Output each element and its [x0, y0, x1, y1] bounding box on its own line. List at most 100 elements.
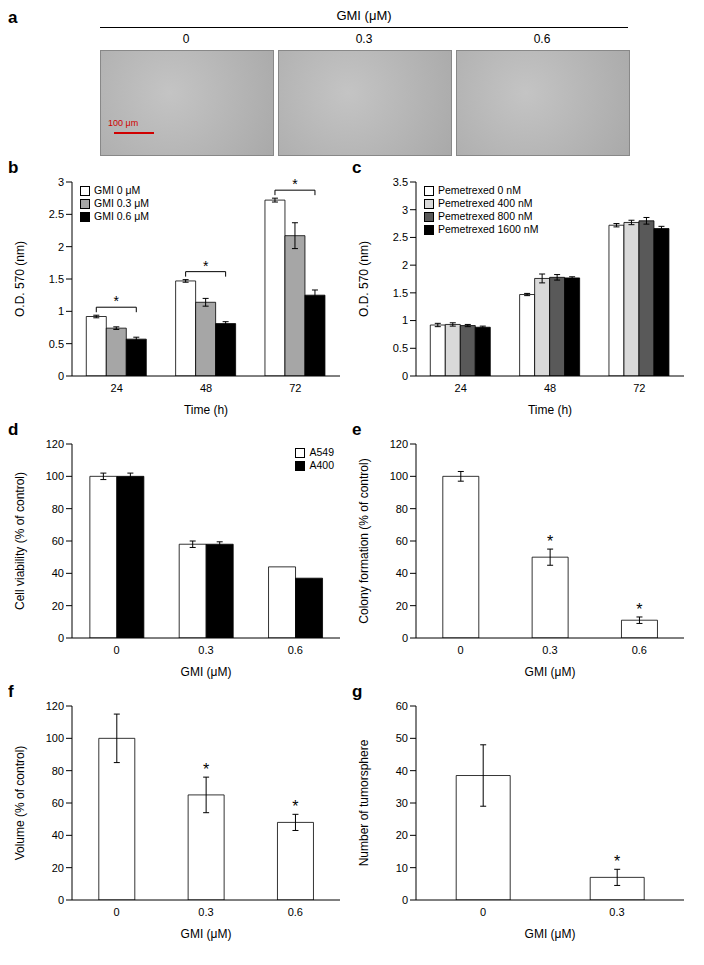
svg-text:Colony formation (% of control: Colony formation (% of control) — [357, 458, 371, 623]
html-text:Pemetrexed 400 nM: Pemetrexed 400 nM — [438, 197, 533, 209]
svg-text:0: 0 — [402, 894, 408, 906]
svg-text:*: * — [636, 601, 642, 618]
svg-text:2: 2 — [58, 241, 64, 253]
svg-text:0: 0 — [402, 632, 408, 644]
svg-text:40: 40 — [52, 829, 64, 841]
svg-text:*: * — [614, 853, 620, 870]
html-text:Pemetrexed 1600 nM: Pemetrexed 1600 nM — [438, 223, 539, 235]
svg-text:24: 24 — [111, 382, 123, 394]
svg-text:60: 60 — [396, 700, 408, 712]
svg-text:Time (h): Time (h) — [528, 403, 572, 417]
svg-text:50: 50 — [396, 732, 408, 744]
html-text:0.6: 0.6 — [533, 32, 551, 46]
svg-text:0: 0 — [114, 906, 120, 918]
svg-text:O.D. 570 (nm): O.D. 570 (nm) — [13, 241, 27, 317]
html-text:GMI (μM): GMI (μM) — [336, 8, 392, 23]
svg-text:Time (h): Time (h) — [184, 403, 228, 417]
svg-text:48: 48 — [200, 382, 212, 394]
svg-text:GMI (μM): GMI (μM) — [181, 927, 232, 941]
svg-text:*: * — [203, 761, 209, 778]
html-text:Pemetrexed 800 nM: Pemetrexed 800 nM — [438, 210, 533, 222]
svg-text:100: 100 — [46, 470, 64, 482]
svg-text:1: 1 — [58, 305, 64, 317]
svg-text:*: * — [203, 258, 209, 274]
svg-text:2.5: 2.5 — [393, 231, 408, 243]
svg-text:100: 100 — [390, 470, 408, 482]
svg-text:2: 2 — [402, 259, 408, 271]
svg-text:120: 120 — [390, 438, 408, 450]
html-text:100 μm: 100 μm — [108, 118, 139, 128]
svg-text:20: 20 — [396, 600, 408, 612]
svg-text:20: 20 — [52, 862, 64, 874]
svg-text:3: 3 — [58, 176, 64, 188]
svg-text:3.5: 3.5 — [393, 176, 408, 188]
svg-text:60: 60 — [52, 535, 64, 547]
svg-text:24: 24 — [455, 382, 467, 394]
svg-text:20: 20 — [52, 600, 64, 612]
svg-text:0.3: 0.3 — [542, 644, 557, 656]
html-text:a: a — [8, 8, 18, 27]
svg-text:*: * — [292, 798, 298, 815]
svg-text:60: 60 — [52, 797, 64, 809]
svg-text:0: 0 — [58, 894, 64, 906]
svg-text:72: 72 — [289, 382, 301, 394]
html-text:A549: A549 — [309, 446, 334, 458]
html-text:b: b — [8, 158, 19, 177]
svg-text:0.3: 0.3 — [198, 644, 213, 656]
svg-text:O.D. 570 (nm): O.D. 570 (nm) — [357, 241, 371, 317]
svg-text:0.6: 0.6 — [632, 644, 647, 656]
svg-text:40: 40 — [396, 765, 408, 777]
svg-text:20: 20 — [396, 829, 408, 841]
svg-text:0.3: 0.3 — [198, 906, 213, 918]
svg-text:2.5: 2.5 — [49, 208, 64, 220]
svg-text:0: 0 — [458, 644, 464, 656]
svg-text:0: 0 — [114, 644, 120, 656]
svg-text:*: * — [292, 176, 298, 192]
svg-text:40: 40 — [396, 567, 408, 579]
svg-text:GMI (μM): GMI (μM) — [525, 665, 576, 679]
svg-text:120: 120 — [46, 438, 64, 450]
svg-text:Number of tumorsphere: Number of tumorsphere — [357, 739, 371, 866]
html-text:e: e — [352, 420, 362, 439]
svg-text:0: 0 — [58, 632, 64, 644]
svg-text:0.5: 0.5 — [49, 338, 64, 350]
svg-text:80: 80 — [396, 503, 408, 515]
svg-text:30: 30 — [396, 797, 408, 809]
svg-text:10: 10 — [396, 862, 408, 874]
html-text:GMI 0 μM: GMI 0 μM — [94, 184, 141, 196]
svg-text:Cell viability (% of control): Cell viability (% of control) — [13, 472, 27, 610]
svg-text:48: 48 — [544, 382, 556, 394]
svg-text:60: 60 — [396, 535, 408, 547]
html-text:A400: A400 — [309, 459, 334, 471]
svg-text:Volume (% of control): Volume (% of control) — [13, 746, 27, 861]
svg-text:100: 100 — [46, 732, 64, 744]
svg-text:0.6: 0.6 — [288, 644, 303, 656]
svg-text:0.6: 0.6 — [288, 906, 303, 918]
svg-text:*: * — [547, 533, 553, 550]
html-text:GMI 0.6 μM: GMI 0.6 μM — [94, 210, 150, 222]
svg-text:1: 1 — [402, 314, 408, 326]
svg-text:GMI (μM): GMI (μM) — [181, 665, 232, 679]
svg-text:0.3: 0.3 — [609, 906, 624, 918]
svg-text:40: 40 — [52, 567, 64, 579]
svg-text:0: 0 — [480, 906, 486, 918]
svg-text:72: 72 — [633, 382, 645, 394]
svg-text:0: 0 — [402, 370, 408, 382]
svg-text:1.5: 1.5 — [49, 273, 64, 285]
html-text:0: 0 — [182, 32, 190, 46]
html-text:g: g — [352, 682, 363, 701]
svg-text:120: 120 — [46, 700, 64, 712]
html-text:d: d — [8, 420, 19, 439]
svg-text:0: 0 — [58, 370, 64, 382]
svg-text:1.5: 1.5 — [393, 287, 408, 299]
svg-text:80: 80 — [52, 503, 64, 515]
html-text:0.3: 0.3 — [355, 32, 373, 46]
svg-text:GMI (μM): GMI (μM) — [525, 927, 576, 941]
svg-text:3: 3 — [402, 204, 408, 216]
svg-text:*: * — [114, 293, 120, 309]
svg-text:0.5: 0.5 — [393, 342, 408, 354]
html-text:c: c — [352, 158, 362, 177]
html-text:Pemetrexed 0 nM: Pemetrexed 0 nM — [438, 184, 521, 196]
svg-text:80: 80 — [52, 765, 64, 777]
html-text:GMI 0.3 μM: GMI 0.3 μM — [94, 197, 150, 209]
